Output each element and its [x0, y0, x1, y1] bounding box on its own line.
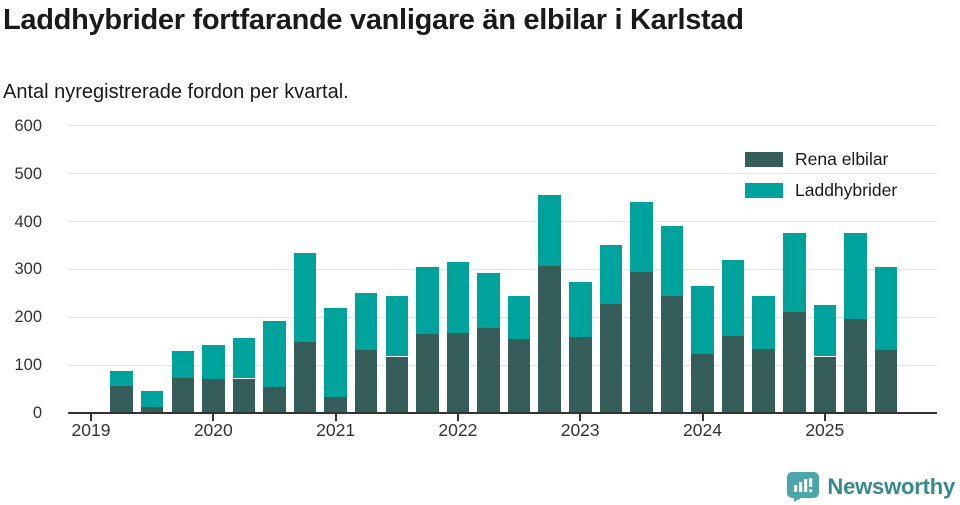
bar-segment-electric: [477, 327, 500, 413]
y-axis-tick-label: 500: [14, 164, 42, 183]
x-axis-tick: [334, 414, 337, 421]
bar-segment-electric: [354, 349, 378, 413]
x-axis-tick: [456, 414, 459, 421]
y-axis-tick-label: 300: [14, 260, 42, 279]
bar-segment-hybrid: [263, 321, 286, 388]
bar-segment-hybrid: [507, 295, 531, 340]
bar-segment-electric: [232, 378, 256, 413]
bar-segment-hybrid: [783, 233, 806, 313]
bar-segment-hybrid: [844, 233, 867, 319]
brand-footer: Newsworthy: [787, 472, 955, 502]
gridline: [68, 316, 937, 318]
legend-label: Rena elbilar: [795, 149, 889, 169]
x-axis-line: [68, 412, 937, 414]
newsworthy-logo-icon: [787, 472, 820, 502]
bar-segment-electric: [569, 337, 592, 413]
bar-segment-hybrid: [721, 259, 745, 337]
y-axis-tick-label: 600: [14, 116, 42, 135]
chart-subtitle: Antal nyregistrerade fordon per kvartal.: [3, 81, 349, 103]
gridline: [68, 268, 937, 270]
bar-segment-hybrid: [813, 305, 837, 357]
bar-segment-electric: [263, 387, 286, 413]
bar-segment-electric: [171, 378, 194, 413]
bar-segment-electric: [660, 296, 684, 413]
bar-segment-electric: [874, 350, 898, 413]
legend-label: Laddhybrider: [795, 180, 898, 200]
gridline: [68, 173, 937, 175]
gridline: [68, 364, 937, 366]
x-axis-tick: [579, 414, 582, 421]
legend-swatch: [745, 152, 783, 167]
bar-segment-electric: [110, 386, 133, 413]
bar-segment-electric: [721, 336, 745, 413]
bar-segment-hybrid: [354, 293, 378, 350]
legend-item: Laddhybrider: [745, 180, 897, 201]
bar-segment-electric: [599, 303, 623, 413]
y-axis-tick-label: 0: [32, 404, 42, 422]
bar-segment-hybrid: [630, 202, 653, 273]
bar-segment-hybrid: [874, 267, 898, 351]
bar-segment-electric: [844, 318, 867, 413]
bar-segment-hybrid: [446, 262, 470, 333]
bar-segment-hybrid: [477, 272, 500, 328]
chart-legend: Rena elbilar Laddhybrider: [745, 149, 897, 211]
bar-segment-electric: [630, 272, 653, 413]
bar-segment-electric: [507, 339, 531, 413]
y-axis-tick-label: 200: [14, 308, 42, 327]
bar-segment-electric: [140, 407, 164, 413]
bar-segment-hybrid: [232, 337, 256, 379]
y-axis-tick-label: 400: [14, 212, 42, 231]
x-axis-tick-label: 2019: [71, 420, 111, 440]
y-axis-tick-label: 100: [14, 356, 42, 375]
bar-segment-electric: [324, 397, 347, 413]
legend-item: Rena elbilar: [745, 149, 897, 170]
gridline: [68, 221, 937, 222]
bar-segment-hybrid: [416, 267, 439, 334]
bar-segment-hybrid: [171, 350, 194, 379]
bar-segment-electric: [416, 334, 439, 413]
bar-segment-electric: [202, 379, 225, 413]
x-axis-tick-label: 2023: [560, 420, 600, 440]
bar-segment-electric: [783, 312, 806, 413]
bar-segment-hybrid: [324, 307, 347, 398]
x-axis-tick-label: 2021: [316, 420, 356, 440]
chart-title: Laddhybrider fortfarande vanligare än el…: [3, 4, 744, 36]
bar-segment-hybrid: [569, 282, 592, 338]
bar-segment-electric: [293, 342, 317, 413]
bar-segment-electric: [538, 266, 561, 413]
bar-segment-electric: [813, 356, 837, 413]
x-axis-tick-label: 2022: [438, 420, 478, 440]
x-axis-tick: [701, 414, 704, 421]
x-axis-tick: [823, 414, 826, 421]
x-axis-tick: [212, 414, 215, 421]
bar-segment-hybrid: [110, 370, 133, 387]
x-axis-tick-label: 2024: [683, 420, 722, 440]
gridline: [68, 125, 937, 127]
x-axis-tick: [90, 414, 92, 421]
bar-segment-hybrid: [660, 226, 684, 297]
legend-swatch: [745, 183, 783, 198]
bar-segment-hybrid: [140, 390, 164, 408]
bar-segment-electric: [752, 349, 775, 413]
bar-segment-hybrid: [599, 244, 623, 304]
bar-segment-hybrid: [691, 286, 714, 355]
bar-segment-hybrid: [538, 195, 561, 266]
x-axis-tick-label: 2025: [805, 420, 845, 440]
bar-segment-hybrid: [752, 295, 775, 350]
bar-segment-hybrid: [202, 344, 225, 379]
bar-segment-hybrid: [293, 252, 317, 343]
bar-segment-hybrid: [385, 295, 408, 357]
x-axis-tick-label: 2020: [193, 420, 233, 440]
bar-segment-electric: [385, 356, 408, 413]
bar-segment-electric: [446, 332, 470, 413]
bar-segment-electric: [691, 354, 714, 413]
brand-name: Newsworthy: [827, 474, 955, 499]
